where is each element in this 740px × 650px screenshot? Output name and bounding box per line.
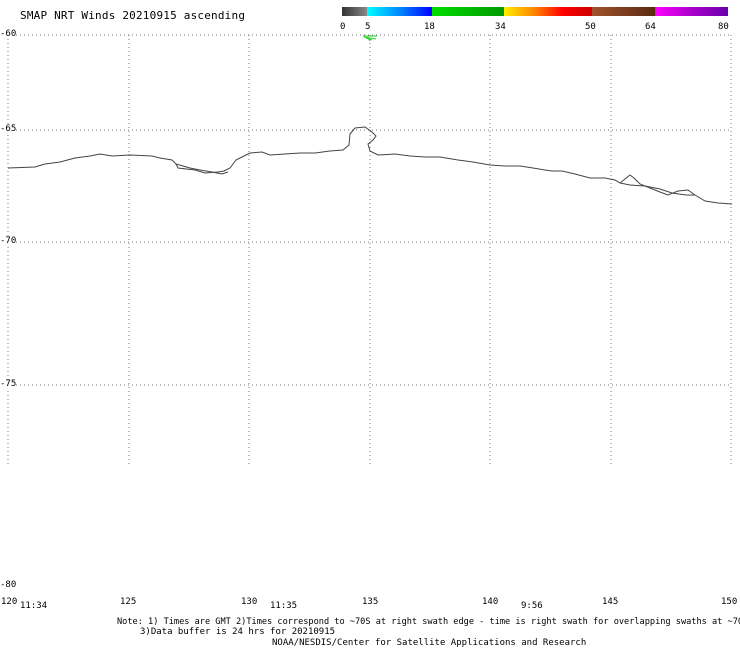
colorbar-tick-label: 5 <box>365 22 371 32</box>
wind-barb <box>367 37 371 42</box>
wind-barb <box>363 36 377 40</box>
colorbar-tick-label: 18 <box>424 22 435 32</box>
footnote-line-2: 3)Data buffer is 24 hrs for 20210915 <box>140 627 336 637</box>
colorbar-tick-label: 34 <box>495 22 506 32</box>
lon-label: 140 <box>482 597 499 607</box>
footnote-credit: NOAA/NESDIS/Center for Satellite Applica… <box>272 638 587 648</box>
wind-barbs <box>363 35 377 42</box>
swath-time-label: 9:56 <box>521 601 543 611</box>
footnote-line-1: Note: 1) Times are GMT 2)Times correspon… <box>117 617 740 627</box>
colorbar-segment-50-64 <box>592 7 655 16</box>
lat-label: -75 <box>0 379 17 389</box>
lon-label: 150 <box>721 597 738 607</box>
colorbar-segment-5-18 <box>367 7 432 16</box>
grid-lines <box>7 34 732 465</box>
coastline-inner-lobe <box>175 163 229 175</box>
lon-label: 145 <box>602 597 619 607</box>
map-title: SMAP NRT Winds 20210915 ascending <box>20 9 246 22</box>
colorbar-segment-0-5 <box>342 7 367 16</box>
lat-label: -80 <box>0 580 17 590</box>
colorbar-segment-18-34 <box>432 7 504 16</box>
colorbar-segment-64-80 <box>655 7 728 16</box>
colorbar-tick-label: 0 <box>340 22 346 32</box>
antarctic-coastline <box>7 126 733 205</box>
colorbar-tick-label: 64 <box>645 22 656 32</box>
lon-label: 125 <box>120 597 137 607</box>
lat-label: -65 <box>0 124 17 134</box>
colorbar-tick-label: 80 <box>718 22 729 32</box>
colorbar-segment-34-50 <box>504 7 592 16</box>
colorbar-tick-label: 50 <box>585 22 596 32</box>
lat-label: -70 <box>0 236 17 246</box>
lon-label: 135 <box>362 597 379 607</box>
swath-time-label: 11:34 <box>20 601 48 611</box>
lat-label: -60 <box>0 29 17 39</box>
swath-time-label: 11:35 <box>270 601 298 611</box>
lon-label: 130 <box>241 597 258 607</box>
coastline-east-inlet <box>619 182 695 196</box>
lon-label: 120 <box>1 597 18 607</box>
